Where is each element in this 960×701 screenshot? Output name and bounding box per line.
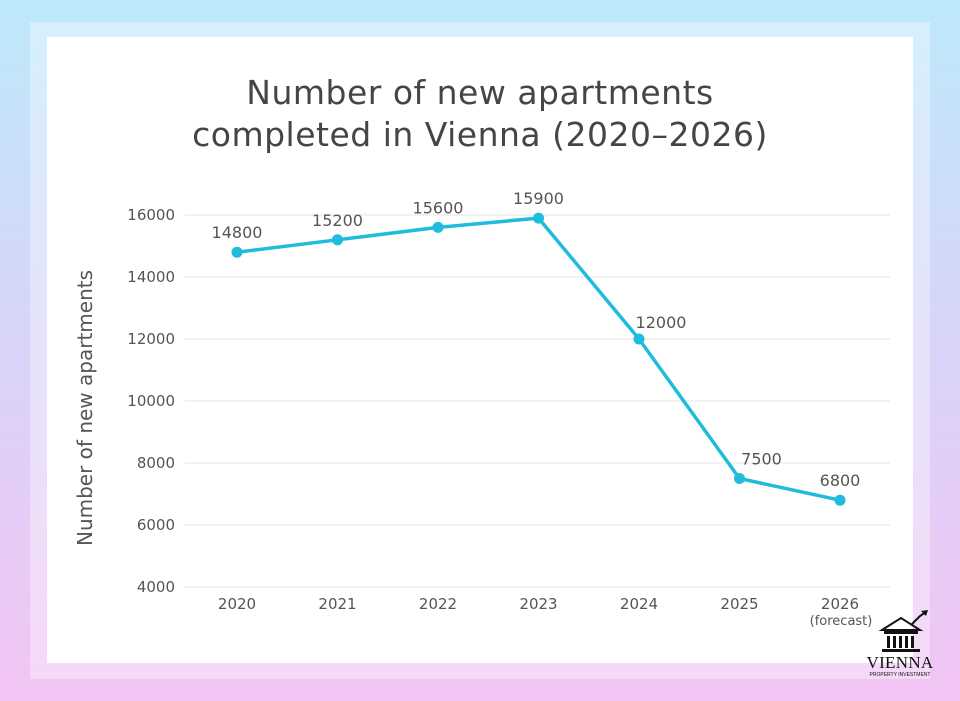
x-tick-label: 2022 bbox=[419, 595, 457, 613]
chart-title: Number of new apartments completed in Vi… bbox=[47, 72, 913, 156]
y-tick-label: 16000 bbox=[127, 206, 175, 224]
y-tick-labels: 4000 6000 8000 10000 12000 14000 16000 bbox=[127, 206, 175, 596]
x-tick-labels: 2020 2021 2022 2023 2024 2025 2026(forecast) bbox=[218, 595, 872, 629]
x-tick-label: 2024 bbox=[620, 595, 658, 613]
data-label: 15600 bbox=[413, 198, 464, 217]
x-tick-label: 2025 bbox=[720, 595, 758, 613]
data-point[interactable] bbox=[533, 212, 544, 224]
y-tick-label: 6000 bbox=[137, 516, 175, 534]
data-point[interactable] bbox=[432, 221, 444, 233]
y-tick-label: 4000 bbox=[137, 578, 175, 596]
y-tick-label: 8000 bbox=[137, 454, 175, 472]
chart-card bbox=[47, 37, 913, 663]
data-point[interactable] bbox=[332, 234, 343, 246]
data-label: 6800 bbox=[820, 471, 861, 490]
data-label: 15200 bbox=[312, 211, 363, 230]
data-point[interactable] bbox=[633, 333, 645, 345]
y-axis-label: Number of new apartments bbox=[73, 270, 97, 546]
x-tick-label: 2026 bbox=[821, 595, 859, 613]
data-label: 12000 bbox=[636, 313, 687, 332]
data-point[interactable] bbox=[231, 246, 243, 258]
data-point[interactable] bbox=[834, 494, 846, 506]
data-label: 7500 bbox=[741, 450, 782, 469]
grid-lines bbox=[185, 214, 890, 588]
x-tick-label: 2023 bbox=[519, 595, 557, 613]
data-label: 14800 bbox=[212, 223, 263, 242]
logo-name: VIENNA bbox=[866, 653, 934, 672]
chart-title-line-1: Number of new apartments bbox=[246, 73, 714, 112]
y-tick-label: 12000 bbox=[127, 330, 175, 348]
logo-subtitle: PROPERTY INVESTMENT bbox=[869, 672, 931, 678]
x-tick-sublabel: (forecast) bbox=[810, 614, 873, 629]
data-points bbox=[231, 212, 846, 506]
x-tick-label: 2020 bbox=[218, 595, 256, 613]
data-point[interactable] bbox=[734, 473, 745, 484]
data-labels: 14800 15200 15600 15900 12000 7500 6800 bbox=[212, 189, 861, 490]
data-label: 15900 bbox=[513, 189, 564, 208]
x-tick-label: 2021 bbox=[318, 595, 356, 613]
chart-title-line-2: completed in Vienna (2020–2026) bbox=[192, 115, 768, 154]
logo-icon bbox=[878, 610, 928, 652]
y-tick-label: 10000 bbox=[127, 392, 175, 410]
y-tick-label: 14000 bbox=[127, 268, 175, 286]
